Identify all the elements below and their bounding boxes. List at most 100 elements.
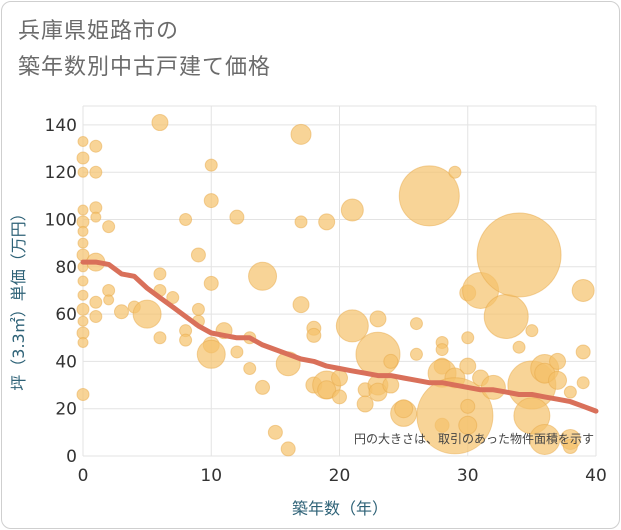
data-bubble bbox=[318, 213, 336, 231]
size-note: 円の大きさは、取引のあった物件面積を示す bbox=[354, 431, 594, 446]
data-bubble bbox=[483, 293, 529, 339]
data-bubble bbox=[230, 345, 244, 359]
y-tick-label: 40 bbox=[55, 352, 77, 372]
tick-labels: 0 20 40 60 80 100 120 140 0 10 20 30 40 bbox=[45, 116, 607, 486]
data-bubble bbox=[458, 415, 478, 435]
data-bubble bbox=[306, 327, 322, 343]
data-bubble bbox=[409, 317, 423, 331]
data-bubble bbox=[132, 299, 162, 329]
data-bubble bbox=[267, 424, 283, 440]
data-bubble bbox=[248, 261, 278, 291]
data-bubble bbox=[409, 347, 423, 361]
data-bubble bbox=[153, 331, 167, 345]
data-bubble bbox=[77, 135, 89, 147]
data-bubble bbox=[292, 296, 310, 314]
data-bubble bbox=[255, 379, 271, 395]
y-tick-label: 80 bbox=[55, 258, 77, 278]
data-bubble bbox=[77, 237, 89, 249]
data-bubble bbox=[203, 193, 219, 209]
data-bubble bbox=[89, 165, 103, 179]
data-bubble bbox=[549, 352, 567, 370]
data-bubble bbox=[153, 267, 167, 281]
data-bubble bbox=[196, 339, 226, 369]
data-bubble bbox=[317, 380, 337, 400]
x-tick-label: 10 bbox=[200, 466, 222, 486]
y-tick-label: 0 bbox=[66, 447, 77, 467]
data-bubble bbox=[89, 139, 103, 153]
data-bubble bbox=[90, 211, 102, 223]
y-tick-label: 120 bbox=[45, 163, 77, 183]
x-tick-label: 0 bbox=[78, 466, 89, 486]
data-bubble bbox=[356, 395, 374, 413]
data-bubble bbox=[529, 423, 561, 455]
data-bubble bbox=[459, 357, 477, 375]
data-bubble bbox=[190, 247, 206, 263]
data-bubble bbox=[77, 275, 89, 287]
data-bubble bbox=[103, 294, 115, 306]
data-bubble bbox=[332, 389, 347, 405]
data-bubble bbox=[191, 302, 205, 316]
data-bubble bbox=[331, 369, 348, 387]
data-bubble bbox=[461, 331, 475, 345]
data-bubble bbox=[369, 310, 387, 328]
trend-line bbox=[80, 259, 599, 414]
data-bubble bbox=[435, 343, 449, 357]
data-bubble bbox=[76, 151, 90, 165]
data-bubble bbox=[280, 441, 296, 457]
data-bubble bbox=[416, 377, 494, 455]
data-bubble bbox=[571, 278, 595, 302]
data-bubble bbox=[355, 331, 401, 377]
x-axis-title: 築年数（年） bbox=[292, 499, 388, 518]
chart-title-line-1: 兵庫県姫路市の bbox=[18, 19, 180, 44]
y-tick-label: 60 bbox=[55, 305, 77, 325]
data-bubble bbox=[398, 165, 460, 227]
data-bubble bbox=[151, 114, 169, 132]
y-tick-label: 20 bbox=[55, 400, 77, 420]
data-bubble bbox=[383, 353, 399, 369]
data-bubble bbox=[102, 220, 116, 234]
data-bubble bbox=[394, 399, 414, 419]
data-bubble bbox=[77, 225, 89, 237]
data-bubble bbox=[166, 291, 180, 305]
data-bubble bbox=[77, 336, 89, 348]
x-tick-label: 30 bbox=[457, 466, 479, 486]
data-bubble bbox=[575, 344, 591, 360]
chart-title: 兵庫県姫路市の 築年数別中古戸建て価格 bbox=[18, 14, 271, 86]
data-bubble bbox=[76, 302, 90, 316]
data-bubble bbox=[89, 309, 103, 323]
data-bubble bbox=[512, 340, 526, 354]
x-tick-label: 20 bbox=[329, 466, 351, 486]
data-bubble bbox=[77, 166, 89, 178]
data-bubble bbox=[563, 385, 577, 399]
data-bubble bbox=[476, 212, 562, 298]
data-bubble bbox=[113, 304, 129, 320]
data-bubble bbox=[448, 165, 462, 179]
y-tick-label: 140 bbox=[45, 116, 77, 136]
y-tick-label: 100 bbox=[45, 211, 77, 231]
data-bubble bbox=[290, 123, 312, 145]
data-bubble bbox=[179, 213, 193, 227]
data-bubble bbox=[76, 388, 90, 402]
data-bubble bbox=[77, 315, 89, 327]
data-bubble bbox=[525, 324, 539, 338]
data-bubble bbox=[77, 204, 89, 216]
data-bubble bbox=[243, 362, 257, 375]
data-bubble bbox=[89, 295, 103, 309]
data-bubble bbox=[460, 398, 476, 414]
data-bubble bbox=[294, 215, 308, 229]
data-bubble bbox=[335, 309, 369, 343]
data-bubble bbox=[382, 376, 400, 394]
bubble-layer bbox=[76, 114, 595, 457]
data-bubble bbox=[179, 333, 193, 347]
data-bubble bbox=[77, 289, 89, 301]
data-bubble bbox=[562, 439, 578, 455]
chart-title-line-2: 築年数別中古戸建て価格 bbox=[18, 55, 272, 80]
y-axis-title: 坪（3.3㎡）単価（万円） bbox=[9, 205, 28, 390]
x-tick-label: 40 bbox=[585, 466, 607, 486]
data-bubble bbox=[229, 209, 245, 225]
data-bubble bbox=[204, 158, 218, 172]
data-bubble bbox=[576, 376, 590, 390]
data-bubble bbox=[203, 275, 219, 291]
data-bubble bbox=[548, 370, 568, 390]
